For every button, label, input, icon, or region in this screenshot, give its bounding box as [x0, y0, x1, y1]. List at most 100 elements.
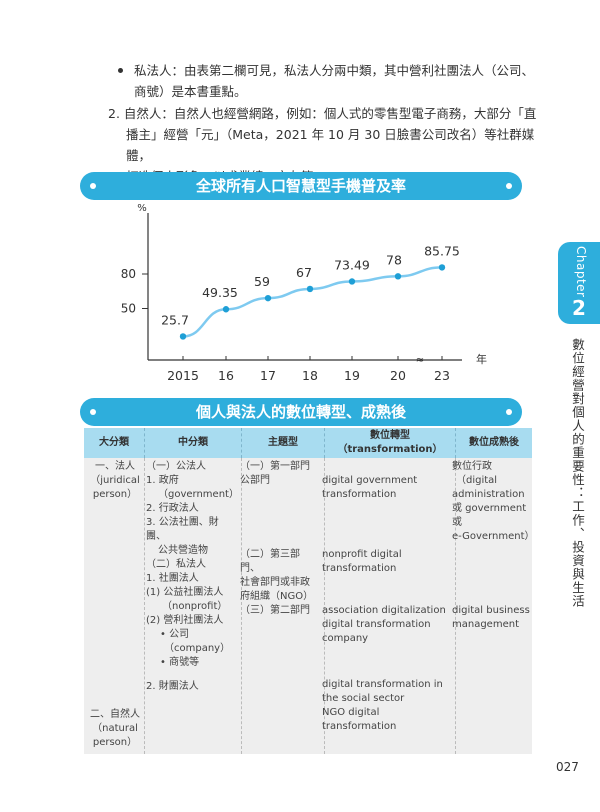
data-point	[348, 278, 356, 285]
col4-line: digital transformation	[322, 619, 431, 630]
col1-line: 一、法人	[95, 461, 135, 472]
col3-third-sector: （二）第三部門、 社會部門或非政 府組織（NGO）	[240, 548, 318, 604]
col3-line: 公部門	[240, 475, 270, 486]
cell-col4	[324, 458, 456, 754]
col4-line: transformation	[322, 489, 397, 500]
data-point	[222, 306, 230, 313]
col2-line: （二）私法人	[146, 559, 206, 570]
col4-line: transformation	[322, 563, 397, 574]
item2-line-2: 播主」經營「元」（Meta，2021 年 10 月 30 日臉書公司改名）等社群…	[126, 127, 535, 163]
banner-right-dot	[506, 183, 512, 189]
col4-nonprofit: nonprofit digital transformation	[322, 548, 448, 576]
col5-line: administration	[452, 489, 525, 500]
col4-social-sector: digital transformation in the social sec…	[322, 678, 448, 734]
col4-government: digital government transformation	[322, 474, 448, 502]
chart-banner: 全球所有人口智慧型手機普及率	[80, 172, 522, 200]
col5-business: digital business management	[452, 604, 532, 632]
col5-line: 數位行政	[452, 461, 492, 472]
col2-line: 1. 政府	[146, 475, 179, 486]
chart-banner-title: 全球所有人口智慧型手機普及率	[195, 177, 406, 195]
data-point	[306, 285, 314, 293]
data-point	[264, 294, 272, 302]
chapter-number: 2	[572, 296, 586, 320]
col4-line: the social sector	[322, 693, 405, 704]
x-tick-label: 2015	[167, 368, 199, 383]
col1b-line: （natural	[92, 723, 138, 734]
item2-line-1: 2. 自然人：自然人也經營網路，例如：個人式的零售型電子商務，大部分「直	[108, 106, 537, 121]
col2-line: 公共營造物	[158, 545, 208, 556]
x-axis-title: 年	[476, 352, 487, 366]
col5-line: digital business	[452, 605, 530, 616]
bullet-paragraph: 私法人：由表第二欄可見，私法人分兩中類，其中營利社團法人（公司、 商號）是本書重…	[134, 60, 534, 102]
transformation-table: 大分類 中分類 主題型 數位轉型（transformation） 數位成熟後	[84, 428, 532, 754]
col4-line: digital transformation in	[322, 679, 443, 690]
data-label: 85.75	[424, 243, 460, 258]
col2-line: (1) 公益社團法人	[146, 587, 224, 598]
col5-line: （digital	[456, 475, 498, 486]
col4-line: company	[322, 633, 369, 644]
table-banner: 個人與法人的數位轉型、成熟後	[80, 398, 522, 426]
cell-col1	[84, 458, 145, 754]
x-tick-label: 23	[434, 368, 450, 383]
col2-line: 1. 社團法人	[146, 573, 199, 584]
x-tick-label: 16	[218, 368, 234, 383]
col2-line: （company）	[164, 643, 231, 654]
data-label: 78	[386, 252, 402, 267]
col2-public-private: （一）公法人 1. 政府 （government） 2. 行政法人 3. 公法社…	[146, 460, 239, 670]
col2-line: • 公司	[160, 629, 190, 640]
data-label: 49.35	[202, 285, 238, 300]
col4-line: digital government	[322, 475, 418, 486]
table-header-row: 大分類 中分類 主題型 數位轉型（transformation） 數位成熟後	[84, 428, 532, 458]
data-label: 25.7	[161, 312, 189, 327]
series-line	[182, 266, 443, 338]
smartphone-penetration-chart: % 年 50 80 2015 16 17 18 19 20 23 ≈25.7 49.35 59 67 73.4…	[121, 203, 487, 383]
header-maturity: 數位成熟後	[455, 428, 532, 458]
col1b-line: person）	[92, 737, 138, 748]
col4-company: association digitalization digital trans…	[322, 604, 448, 646]
page-number: 027	[556, 760, 579, 774]
col2-foundation: 2. 財團法人	[146, 680, 238, 694]
col3-line: 社會部門或非政	[240, 577, 310, 588]
data-point	[438, 264, 446, 271]
col4-line: nonprofit digital	[322, 549, 402, 560]
col2-line: （一）公法人	[146, 461, 206, 472]
x-tick-label: 17	[260, 368, 276, 383]
chapter-vertical-title: 數位經營對個人的重要性：工作、投資與生活	[570, 338, 585, 608]
x-tick-label: 20	[390, 368, 406, 383]
col3-line: （三）第二部門	[240, 605, 310, 616]
bullet-dot	[118, 68, 123, 73]
col3-line: （二）第三部門、	[240, 549, 300, 574]
chapter-tab: Chapter 2	[558, 242, 600, 324]
header-minor: 中分類	[144, 428, 242, 458]
bullet-line-2: 商號）是本書重點。	[134, 84, 247, 99]
col4-line: NGO digital transformation	[322, 707, 397, 732]
col1-natural: 二、自然人 （natural person）	[87, 708, 143, 750]
col5-line: management	[452, 619, 519, 630]
col1-juridical: 一、法人 （juridical person）	[87, 460, 143, 502]
col2-line: 2. 行政法人	[146, 503, 199, 514]
y-tick-label: 80	[121, 267, 136, 281]
header-theme: 主題型	[241, 428, 325, 458]
col1-line: （juridical	[90, 475, 140, 486]
axis-break-symbol: ≈	[416, 355, 424, 366]
col2-line: • 商號等	[160, 657, 200, 668]
x-tick-label: 19	[344, 368, 360, 383]
banner-right-dot	[506, 409, 512, 415]
cell-col3	[241, 458, 325, 754]
bullet-line-1: 私法人：由表第二欄可見，私法人分兩中類，其中營利社團法人（公司、	[134, 63, 535, 78]
col5-administration: 數位行政 （digital administration 或 governmen…	[452, 460, 535, 544]
col3-line: （一）第一部門	[240, 461, 310, 472]
y-axis-title: %	[137, 203, 147, 214]
col5-line: 或	[452, 517, 462, 528]
y-tick-label: 50	[121, 302, 136, 316]
cell-col5	[455, 458, 532, 754]
col5-line: 或 government	[452, 503, 527, 514]
table-banner-title: 個人與法人的數位轉型、成熟後	[195, 403, 406, 421]
col1-line: person）	[92, 489, 138, 500]
col1b-line: 二、自然人	[90, 709, 140, 720]
col3-first-sector: （一）第一部門 公部門	[240, 460, 318, 488]
data-label: 59	[254, 274, 270, 289]
cell-col2	[144, 458, 242, 754]
col5-line: e-Government）	[452, 531, 535, 542]
header-major: 大分類	[84, 428, 145, 458]
